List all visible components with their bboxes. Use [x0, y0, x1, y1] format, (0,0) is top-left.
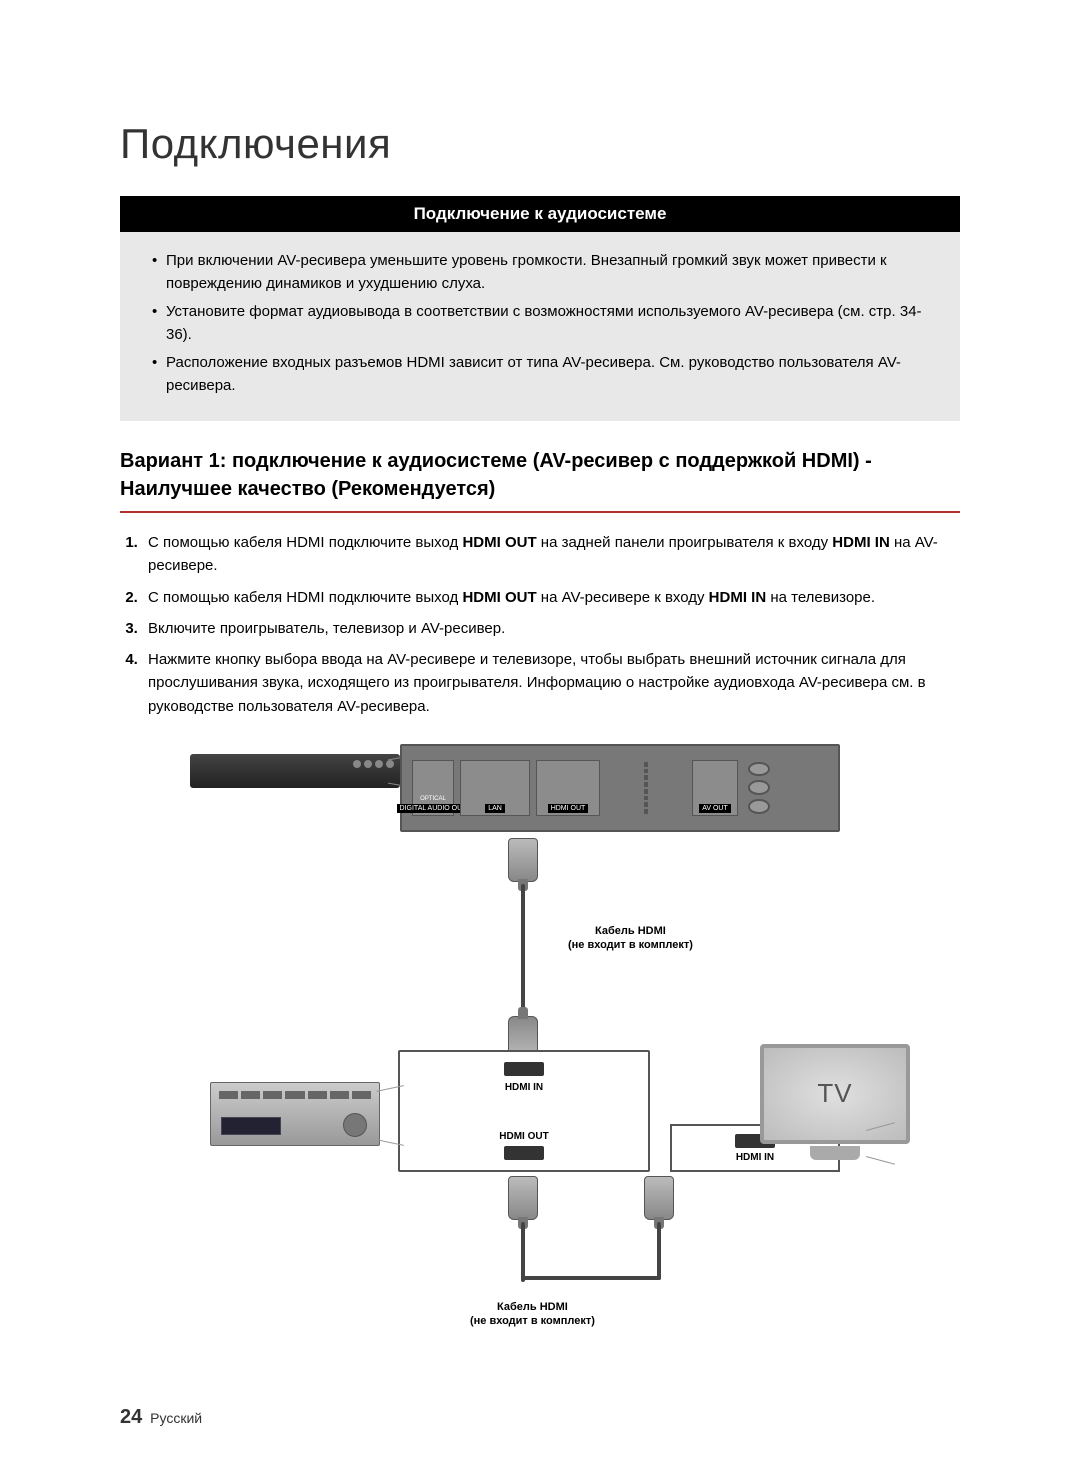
vent-slots: [606, 760, 686, 816]
steps-list: С помощью кабеля HDMI подключите выход H…: [120, 531, 960, 718]
port-optical: OPTICAL DIGITAL AUDIO OUT: [412, 760, 454, 816]
hdmi-cable: [521, 1222, 525, 1282]
hdmi-cable: [521, 1276, 661, 1280]
info-bullet: Расположение входных разъемов HDMI завис…: [166, 352, 932, 397]
info-bullet: При включении AV-ресивера уменьшите уров…: [166, 250, 932, 295]
port-label-hdmi-out: HDMI OUT: [499, 1131, 548, 1142]
section-bar: Подключение к аудиосистеме: [120, 196, 960, 232]
rca-jacks: [744, 760, 774, 816]
mini-port: [504, 1146, 544, 1160]
player-device: [190, 754, 400, 788]
rear-panel: OPTICAL DIGITAL AUDIO OUT LAN HDMI OUT A…: [400, 744, 840, 832]
step-item: С помощью кабеля HDMI подключите выход H…: [142, 531, 960, 578]
hdmi-plug-icon: [508, 1176, 538, 1220]
section-rule: [120, 511, 960, 513]
hdmi-plug-icon: [508, 838, 538, 882]
mini-port: [504, 1062, 544, 1076]
receiver-port-box: HDMI IN HDMI OUT: [398, 1050, 650, 1172]
step-item: Нажмите кнопку выбора ввода на AV-ресиве…: [142, 648, 960, 718]
page-number: 24: [120, 1406, 142, 1428]
port-lan: LAN: [460, 760, 530, 816]
port-av-out: AV OUT: [692, 760, 738, 816]
port-hdmi-out: HDMI OUT: [536, 760, 600, 816]
hdmi-cable: [521, 884, 525, 1014]
info-box: При включении AV-ресивера уменьшите уров…: [120, 232, 960, 421]
info-bullet: Установите формат аудиовывода в соответс…: [166, 301, 932, 346]
cable-label: Кабель HDMI (не входит в комплект): [470, 1300, 595, 1329]
hdmi-cable: [657, 1222, 661, 1280]
page-language: Русский: [150, 1410, 202, 1426]
port-label-hdmi-in: HDMI IN: [505, 1082, 543, 1093]
page-title: Подключения: [120, 120, 960, 168]
step-item: С помощью кабеля HDMI подключите выход H…: [142, 586, 960, 609]
tv-device: TV: [760, 1044, 910, 1160]
connection-diagram: OPTICAL DIGITAL AUDIO OUT LAN HDMI OUT A…: [120, 744, 960, 1364]
av-receiver-device: [210, 1082, 380, 1146]
cable-label: Кабель HDMI (не входит в комплект): [568, 924, 693, 953]
subheading: Вариант 1: подключение к аудиосистеме (A…: [120, 447, 960, 503]
step-item: Включите проигрыватель, телевизор и AV-р…: [142, 617, 960, 640]
page-footer: 24 Русский: [120, 1406, 202, 1429]
hdmi-plug-icon: [644, 1176, 674, 1220]
